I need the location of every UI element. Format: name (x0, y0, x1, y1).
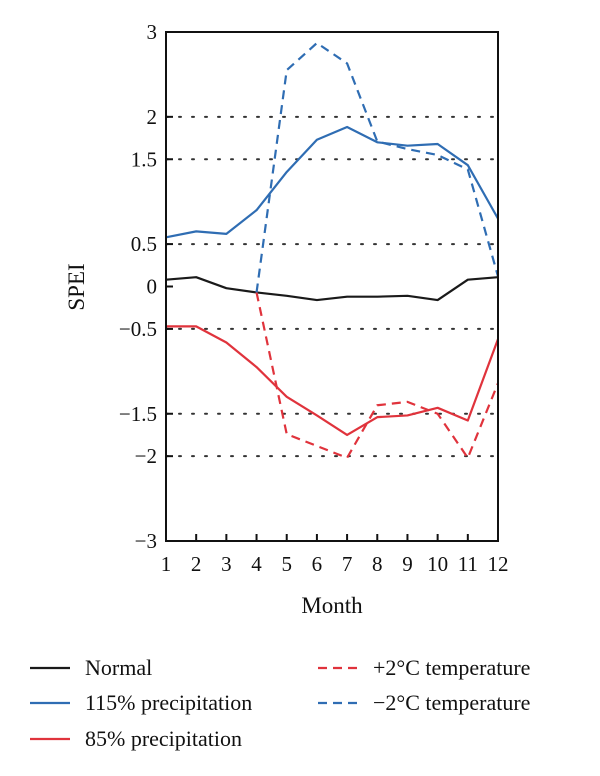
y-tick-label: −2 (135, 444, 157, 468)
x-tick-label: 7 (342, 552, 353, 576)
series-line-2-c-temperature (255, 41, 500, 293)
legend-item: 85% precipitation (30, 726, 242, 751)
series-line-normal (165, 276, 499, 302)
legend-label: Normal (85, 655, 152, 680)
x-tick-label: 11 (458, 552, 478, 576)
legend: Normal 115% precipitation 85% precipitatio… (30, 655, 530, 751)
legend-item: −2°C temperature (318, 690, 530, 715)
y-tick-label: −3 (135, 529, 157, 553)
y-tick-label: 1.5 (131, 147, 157, 171)
y-tick-label: 0.5 (131, 232, 157, 256)
grid-lines (165, 115, 499, 458)
y-tick-label: −1.5 (119, 402, 157, 426)
legend-label: −2°C temperature (373, 690, 530, 715)
legend-label: 115% precipitation (85, 690, 252, 715)
x-ticks: 1 2 3 4 5 6 7 8 9 10 11 12 (161, 534, 509, 576)
x-tick-label: 12 (488, 552, 509, 576)
y-axis-title: SPEI (64, 263, 89, 310)
y-ticks: 3 2 1.5 0.5 0 −0.5 −1.5 −2 −3 (119, 20, 173, 553)
legend-label: +2°C temperature (373, 655, 530, 680)
y-tick-label: 0 (147, 275, 158, 299)
x-axis-title: Month (301, 593, 363, 618)
plot-frame (165, 31, 499, 542)
series-lines (165, 41, 500, 459)
x-tick-label: 9 (402, 552, 413, 576)
x-tick-label: 5 (281, 552, 292, 576)
legend-item: +2°C temperature (318, 655, 530, 680)
x-tick-label: 10 (427, 552, 448, 576)
x-tick-label: 1 (161, 552, 172, 576)
legend-item: 115% precipitation (30, 690, 252, 715)
series-line-115-precipitation (165, 125, 499, 239)
series-line-85-precipitation (166, 325, 500, 437)
series-line-2-c-temperature (255, 292, 500, 459)
legend-item: Normal (30, 655, 152, 680)
x-tick-label: 2 (191, 552, 202, 576)
y-tick-label: 2 (147, 105, 158, 129)
x-tick-label: 8 (372, 552, 383, 576)
x-tick-label: 4 (251, 552, 262, 576)
y-tick-label: −0.5 (119, 317, 157, 341)
y-tick-label: 3 (147, 20, 158, 44)
x-tick-label: 6 (312, 552, 323, 576)
legend-label: 85% precipitation (85, 726, 242, 751)
x-tick-label: 3 (221, 552, 232, 576)
